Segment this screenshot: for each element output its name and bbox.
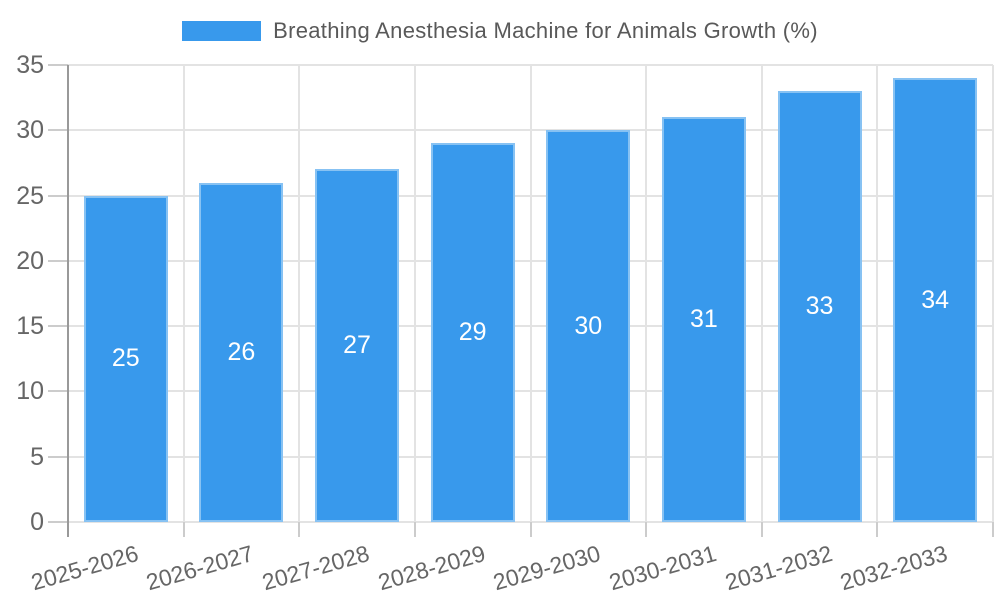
y-tick-label: 5 [30,442,44,471]
bar-value-label: 31 [690,305,718,334]
x-gridline [298,65,301,522]
x-tick-label: 2025-2026 [28,540,141,596]
bar-value-label: 29 [458,318,487,347]
bar-value-label: 25 [111,344,140,373]
x-gridline [992,65,994,522]
x-gridline [182,65,185,522]
x-gridline [760,65,763,522]
x-gridline [413,65,416,522]
x-tick-label: 2028-2029 [374,540,488,596]
bar: 31 [661,117,746,522]
legend-swatch [182,21,262,41]
y-tick [48,64,68,66]
x-tick [645,522,648,537]
x-tick-label: 2031-2032 [721,540,835,596]
y-tick [48,194,68,197]
x-tick-label: 2030-2031 [606,540,720,596]
x-gridline [529,65,532,522]
y-tick [48,129,68,132]
y-tick-label: 25 [16,181,44,210]
x-gridline [876,65,879,522]
bar: 26 [199,182,284,522]
y-tick-label: 35 [16,51,44,79]
legend-item[interactable]: Breathing Anesthesia Machine for Animals… [182,18,818,44]
y-tick [48,455,68,458]
x-tick [529,522,532,537]
bar: 30 [546,130,631,522]
bar-value-label: 27 [343,331,371,360]
bar: 33 [777,91,862,522]
y-tick [48,325,68,328]
y-tick-label: 15 [16,312,44,341]
y-tick-label: 10 [16,377,44,406]
x-tick-label: 2027-2028 [259,540,373,596]
y-tick-label: 20 [16,246,44,275]
bar: 34 [893,78,978,522]
x-tick [298,522,301,537]
bar-value-label: 33 [805,292,834,321]
y-tick [48,390,68,393]
x-tick [992,522,994,537]
x-tick [760,522,763,537]
bar-value-label: 26 [227,337,256,366]
x-gridline [645,65,648,522]
x-tick [182,522,185,537]
legend: Breathing Anesthesia Machine for Animals… [0,18,1000,44]
x-tick-label: 2026-2027 [143,540,257,596]
y-tick-label: 30 [16,116,44,145]
y-tick-label: 0 [30,508,44,536]
bar: 27 [315,169,400,522]
y-axis-line [67,65,69,537]
y-tick [48,259,68,262]
y-tick [48,521,68,523]
x-tick [876,522,879,537]
bar: 29 [430,143,515,522]
x-tick-label: 2032-2033 [837,540,951,596]
bar-value-label: 30 [574,311,603,340]
bar: 25 [83,195,168,522]
bar-value-label: 34 [921,285,950,314]
legend-label: Breathing Anesthesia Machine for Animals… [273,18,818,43]
x-tick-label: 2029-2030 [490,540,604,596]
x-tick [413,522,416,537]
